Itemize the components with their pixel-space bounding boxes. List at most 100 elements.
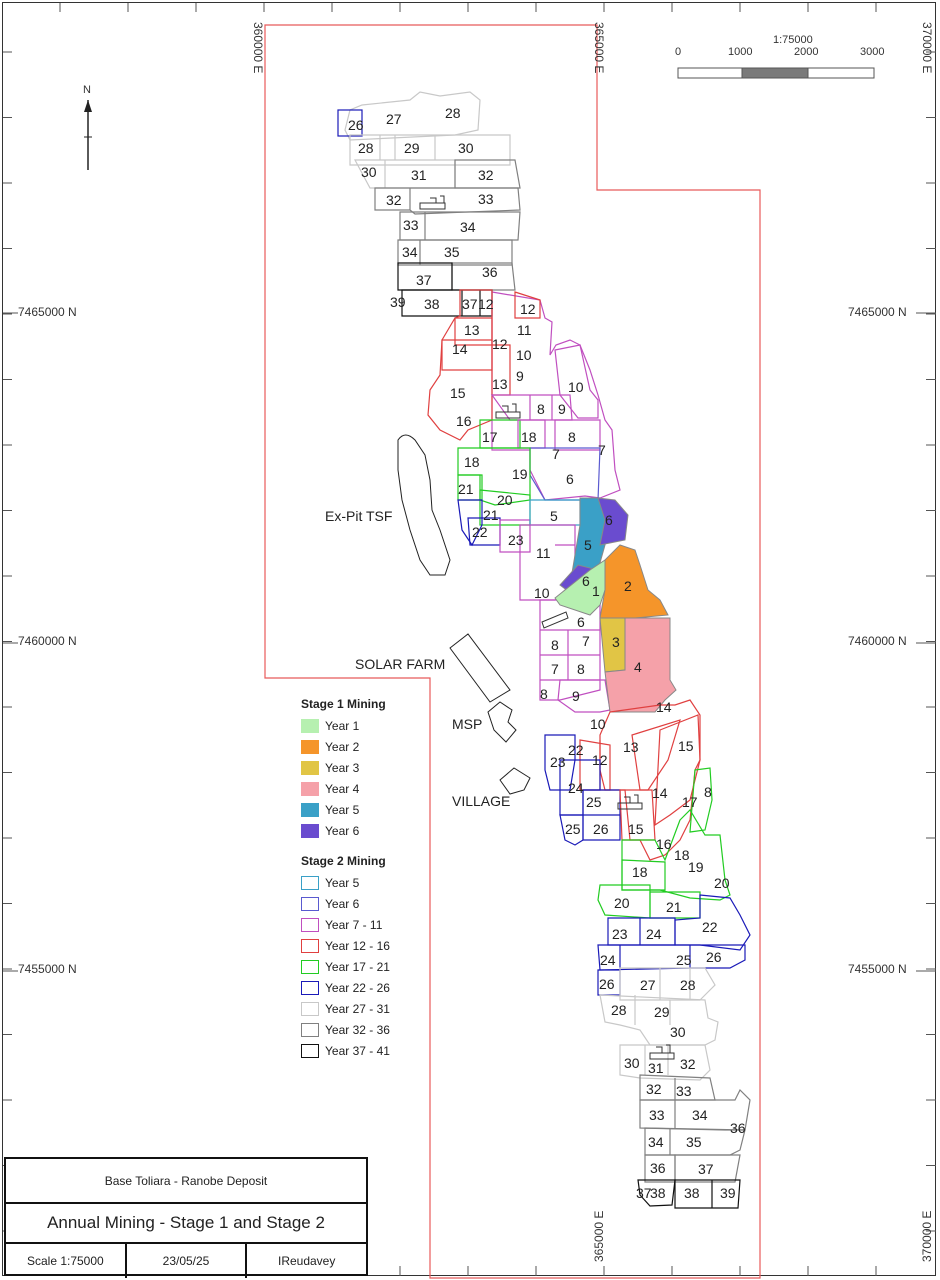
legend-swatch — [301, 980, 319, 995]
village-outline — [499, 767, 531, 795]
block-label: 27 — [640, 977, 656, 993]
legend-item: Year 4 — [301, 778, 390, 799]
legend-swatch — [301, 917, 319, 932]
legend-swatch — [301, 781, 319, 796]
block-label: 23 — [612, 926, 628, 942]
block-label: 1 — [592, 583, 600, 599]
legend-swatch — [301, 959, 319, 974]
block-label: 12 — [478, 296, 494, 312]
block-label: 32 — [386, 192, 402, 208]
block-label: 19 — [688, 859, 704, 875]
legend-item: Year 12 - 16 — [301, 935, 390, 956]
legend-label: Year 22 - 26 — [325, 980, 390, 995]
place-label-village: VILLAGE — [452, 793, 511, 809]
legend-item: Year 6 — [301, 820, 390, 841]
block-label: 39 — [720, 1185, 736, 1201]
msp-outline — [487, 701, 517, 743]
block-label: 7 — [598, 442, 606, 458]
legend-label: Year 27 - 31 — [325, 1001, 390, 1016]
legend-label: Year 6 — [325, 896, 360, 911]
legend-swatch — [301, 1001, 319, 1016]
block-label: 36 — [482, 264, 498, 280]
block-label: 8 — [704, 784, 712, 800]
block-label: 7 — [582, 633, 590, 649]
block-label: 17 — [682, 794, 698, 810]
legend-item: Year 2 — [301, 736, 390, 757]
block-label: 38 — [684, 1185, 700, 1201]
block-label: 23 — [550, 754, 566, 770]
legend-stage2-title: Stage 2 Mining — [301, 854, 386, 868]
legend-swatch — [301, 739, 319, 754]
block-label: 32 — [478, 167, 494, 183]
scale-tick-label: 3000 — [860, 46, 885, 58]
block-label: 4 — [634, 659, 642, 675]
block-label: 31 — [648, 1060, 664, 1076]
block-label: 9 — [558, 401, 566, 417]
legend-label: Year 4 — [325, 781, 360, 796]
legend-swatch — [301, 875, 319, 890]
lease-boundary — [264, 24, 761, 1279]
north-label: N — [83, 84, 91, 96]
north-arrow-icon — [84, 100, 92, 170]
map-author: IReudavey — [277, 1254, 336, 1268]
legend-stage1-title: Stage 1 Mining — [301, 697, 386, 711]
block-label: 33 — [676, 1083, 692, 1099]
legend-item: Year 1 — [301, 715, 390, 736]
legend-swatch — [301, 760, 319, 775]
block-label: 35 — [686, 1134, 702, 1150]
block-label: 11 — [536, 545, 551, 561]
block-label: 21 — [483, 507, 499, 523]
legend-item: Year 32 - 36 — [301, 1019, 390, 1040]
stage1-year6-north — [597, 497, 629, 546]
legend-stage2-list: Year 5 Year 6 Year 7 - 11 Year 12 - 16 Year … — [301, 872, 390, 1061]
block-label: 35 — [444, 244, 460, 260]
block-label: 20 — [497, 492, 513, 508]
map-date: 23/05/25 — [127, 1244, 248, 1278]
block-label: 24 — [568, 780, 584, 796]
frame-ticks — [3, 3, 936, 1276]
northing-label-left: 7460000 N — [18, 634, 77, 648]
block-label: 15 — [450, 385, 466, 401]
block-label: 32 — [646, 1081, 662, 1097]
legend-item: Year 5 — [301, 872, 390, 893]
block-label: 33 — [478, 191, 494, 207]
northing-label-right: 7465000 N — [848, 305, 907, 319]
legend: Stage 1 Mining Year 1 Year 2 Year 3 Year 4 Y… — [301, 697, 390, 1061]
block-label: 30 — [361, 164, 377, 180]
block-label: 8 — [551, 637, 559, 653]
block-label: 24 — [646, 926, 662, 942]
legend-swatch — [301, 1022, 319, 1037]
block-label: 8 — [537, 401, 545, 417]
block-label: 15 — [678, 738, 694, 754]
legend-label: Year 3 — [325, 760, 360, 775]
central-blocks — [427, 289, 621, 713]
block-label: 27 — [386, 111, 402, 127]
block-label: 6 — [605, 512, 613, 528]
block-label: 18 — [521, 429, 537, 445]
block-label: 34 — [402, 244, 418, 260]
title-block: Base Toliara - Ranobe Deposit Annual Min… — [4, 1157, 368, 1278]
block-label: 21 — [666, 899, 682, 915]
block-label: 26 — [599, 976, 615, 992]
legend-label: Year 17 - 21 — [325, 959, 390, 974]
block-label: 13 — [464, 322, 480, 338]
block-label: 22 — [568, 742, 584, 758]
block-label: 18 — [674, 847, 690, 863]
block-label: 15 — [628, 821, 644, 837]
block-label: 10 — [534, 585, 550, 601]
legend-swatch — [301, 823, 319, 838]
scale-tick-label: 0 — [675, 46, 682, 58]
block-label: 6 — [566, 471, 574, 487]
block-label: 24 — [600, 952, 616, 968]
block-label: 23 — [508, 532, 524, 548]
block-label: 37 — [636, 1185, 652, 1201]
ex-pit-tsf-outline — [397, 434, 451, 576]
legend-item: Year 37 - 41 — [301, 1040, 390, 1061]
legend-label: Year 1 — [325, 718, 360, 733]
block-label: 21 — [458, 481, 474, 497]
block-label: 29 — [654, 1004, 670, 1020]
legend-label: Year 6 — [325, 823, 360, 838]
northing-label-right: 7455000 N — [848, 962, 907, 976]
